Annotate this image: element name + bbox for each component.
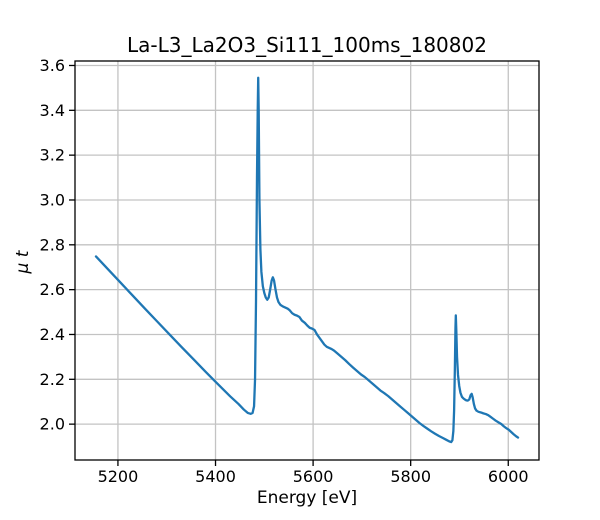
data-line-group [94, 76, 520, 444]
y-tick-label: 2.4 [40, 325, 65, 344]
axis-tick-marks [69, 64, 509, 466]
y-tick-label: 2.2 [40, 370, 65, 389]
x-tick-label: 5800 [390, 467, 431, 486]
y-axis-label: μ t [13, 249, 33, 274]
y-tick-label: 2.8 [40, 235, 65, 254]
x-tick-label: 5200 [98, 467, 139, 486]
y-tick-label: 2.0 [40, 415, 65, 434]
y-tick-label: 2.6 [40, 280, 65, 299]
x-tick-labels: 5200 5400 5600 5800 6000 [98, 467, 529, 486]
y-tick-label: 3.4 [40, 101, 65, 120]
grid-lines [75, 61, 539, 460]
y-tick-label: 3.0 [40, 190, 65, 209]
y-tick-labels: 2.0 2.2 2.4 2.6 2.8 3.0 3.2 3.4 3.6 [40, 56, 65, 434]
x-axis-label: Energy [eV] [257, 488, 357, 508]
x-tick-label: 5400 [195, 467, 236, 486]
spectrum-line-absorption-spectrum [94, 76, 520, 444]
y-tick-label: 3.2 [40, 146, 65, 165]
x-tick-label: 6000 [488, 467, 529, 486]
chart-title: La-L3_La2O3_Si111_100ms_180802 [127, 33, 487, 57]
plot-spines [74, 60, 540, 461]
x-tick-label: 5600 [293, 467, 334, 486]
y-tick-label: 3.6 [40, 56, 65, 75]
